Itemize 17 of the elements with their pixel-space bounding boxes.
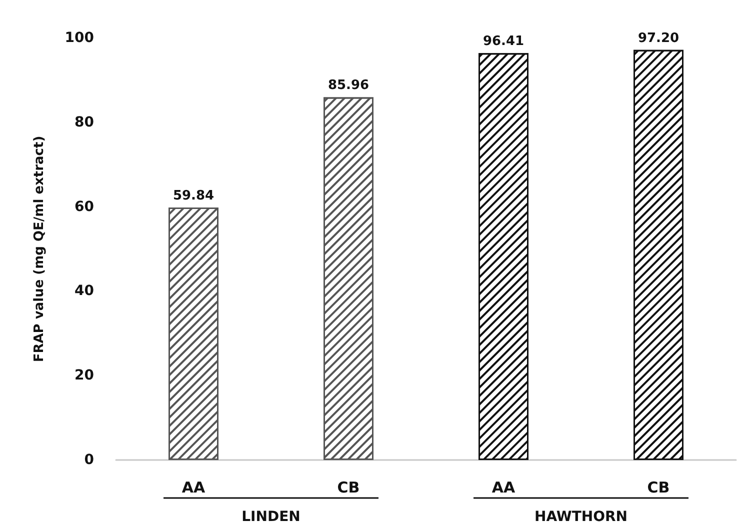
y-tick-label: 40 bbox=[74, 283, 94, 300]
data-label: 97.20 bbox=[638, 30, 680, 46]
data-label: 59.84 bbox=[172, 188, 214, 204]
text: LINDEN bbox=[242, 509, 300, 525]
y-tick-label: 60 bbox=[74, 198, 94, 215]
y-tick-label: 100 bbox=[64, 30, 94, 46]
x-tick-label: CB bbox=[647, 478, 670, 496]
y-tick-label: 0 bbox=[84, 452, 94, 468]
y-tick-label: 80 bbox=[74, 114, 94, 130]
x-tick-label: AA bbox=[492, 478, 516, 496]
data-label: 96.41 bbox=[482, 34, 524, 50]
y-tick-label: 20 bbox=[74, 368, 94, 384]
y-axis-title: FRAP value (mg QE/ml extract) bbox=[32, 136, 47, 362]
x-tick-label: AA bbox=[182, 478, 206, 496]
x-tick-label: CB bbox=[337, 478, 360, 496]
text: HAWTHORN bbox=[534, 509, 628, 525]
data-label: 85.96 bbox=[328, 78, 370, 94]
